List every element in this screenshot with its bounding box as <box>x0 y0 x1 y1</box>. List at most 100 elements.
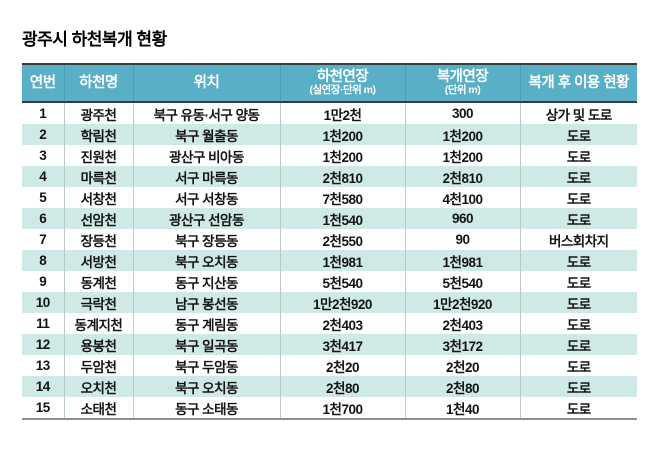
cell-usage: 도로 <box>519 334 637 355</box>
table-row: 14 오치천 북구 오치동 2천80 2천80 도로 <box>22 376 637 397</box>
col-header-stream-name: 하천명 <box>63 64 133 103</box>
cell-stream-length: 1만2천 <box>279 102 405 124</box>
cell-index: 13 <box>22 355 64 376</box>
cell-index: 12 <box>22 334 64 355</box>
col-header-usage-label: 복개 후 이용 현황 <box>528 74 630 91</box>
cell-index: 6 <box>22 208 64 229</box>
infographic-canvas: 광주시 하천복개 현황 연번 하천명 위치 <box>0 30 658 454</box>
cell-stream-length: 1천200 <box>279 145 405 166</box>
cell-location: 광산구 비아동 <box>132 145 280 166</box>
cell-stream-length: 2천810 <box>279 166 405 187</box>
cell-stream-name: 서방천 <box>63 250 133 271</box>
cell-stream-name: 용봉천 <box>63 334 133 355</box>
cell-usage: 도로 <box>519 166 637 187</box>
cell-stream-length: 2천20 <box>279 355 405 376</box>
cell-stream-name: 광주천 <box>63 102 133 124</box>
cell-stream-name: 동계천 <box>63 271 133 292</box>
col-header-index-label: 연번 <box>29 74 56 91</box>
cell-covered-length: 4천100 <box>404 187 520 208</box>
cell-location: 동구 소태동 <box>132 397 280 419</box>
col-header-location-label: 위치 <box>193 74 220 91</box>
cell-usage: 도로 <box>519 313 637 334</box>
page-title: 광주시 하천복개 현황 <box>22 30 167 49</box>
table-row: 9 동계천 동구 지산동 5천540 5천540 도로 <box>22 271 637 292</box>
cell-covered-length: 300 <box>404 102 520 124</box>
table-row: 8 서방천 북구 오치동 1천981 1천981 도로 <box>22 250 637 271</box>
table-row: 12 용봉천 북구 일곡동 3천417 3천172 도로 <box>22 334 637 355</box>
cell-stream-name: 오치천 <box>63 376 133 397</box>
table-row: 5 서창천 서구 서창동 7천580 4천100 도로 <box>22 187 637 208</box>
cell-usage: 도로 <box>519 187 637 208</box>
cell-stream-name: 선암천 <box>63 208 133 229</box>
cell-stream-name: 학림천 <box>63 124 133 145</box>
cell-covered-length: 1천40 <box>404 397 520 419</box>
cell-usage: 도로 <box>519 271 637 292</box>
table-row: 2 학림천 북구 월출동 1천200 1천200 도로 <box>22 124 637 145</box>
stream-cover-table: 연번 하천명 위치 하천연장 (실연장·단위 m) 복개연장 (단위 <box>22 63 637 420</box>
cell-location: 서구 서창동 <box>132 187 280 208</box>
cell-usage: 도로 <box>519 124 637 145</box>
col-header-covered-length-label: 복개연장 <box>436 69 489 85</box>
table-row: 4 마륵천 서구 마륵동 2천810 2천810 도로 <box>22 166 637 187</box>
cell-location: 동구 지산동 <box>132 271 280 292</box>
header-row: 연번 하천명 위치 하천연장 (실연장·단위 m) 복개연장 (단위 <box>22 64 637 103</box>
col-header-covered-length-sublabel: (단위 m) <box>444 84 481 96</box>
cell-index: 9 <box>22 271 64 292</box>
cell-index: 1 <box>22 102 64 124</box>
cell-index: 3 <box>22 145 64 166</box>
table-row: 1 광주천 북구 유동·서구 양동 1만2천 300 상가 및 도로 <box>22 102 637 124</box>
cell-stream-name: 극락천 <box>63 292 133 313</box>
cell-covered-length: 5천540 <box>404 271 520 292</box>
cell-index: 5 <box>22 187 64 208</box>
cell-index: 7 <box>22 229 64 250</box>
cell-location: 북구 장등동 <box>132 229 280 250</box>
cell-stream-name: 서창천 <box>63 187 133 208</box>
cell-stream-name: 진원천 <box>63 145 133 166</box>
cell-covered-length: 2천20 <box>404 355 520 376</box>
table-row: 3 진원천 광산구 비아동 1천200 1천200 도로 <box>22 145 637 166</box>
cell-location: 북구 유동·서구 양동 <box>132 102 280 124</box>
cell-location: 남구 봉선동 <box>132 292 280 313</box>
cell-covered-length: 1천981 <box>404 250 520 271</box>
cell-covered-length: 1만2천920 <box>404 292 520 313</box>
table-row: 10 극락천 남구 봉선동 1만2천920 1만2천920 도로 <box>22 292 637 313</box>
cell-stream-length: 1천700 <box>279 397 405 419</box>
cell-location: 동구 계림동 <box>132 313 280 334</box>
col-header-stream-name-label: 하천명 <box>79 74 118 91</box>
cell-location: 북구 일곡동 <box>132 334 280 355</box>
cell-location: 북구 두암동 <box>132 355 280 376</box>
cell-stream-length: 5천540 <box>279 271 405 292</box>
cell-covered-length: 1천200 <box>404 124 520 145</box>
cell-usage: 도로 <box>519 355 637 376</box>
cell-covered-length: 960 <box>404 208 520 229</box>
cell-usage: 버스회차지 <box>519 229 637 250</box>
cell-stream-name: 마륵천 <box>63 166 133 187</box>
cell-stream-length: 7천580 <box>279 187 405 208</box>
cell-index: 14 <box>22 376 64 397</box>
col-header-stream-length: 하천연장 (실연장·단위 m) <box>279 64 405 103</box>
cell-usage: 도로 <box>519 145 637 166</box>
cell-stream-name: 동계지천 <box>63 313 133 334</box>
cell-stream-length: 2천403 <box>279 313 405 334</box>
cell-index: 11 <box>22 313 64 334</box>
cell-index: 10 <box>22 292 64 313</box>
cell-covered-length: 2천80 <box>404 376 520 397</box>
cell-usage: 도로 <box>519 292 637 313</box>
cell-covered-length: 3천172 <box>404 334 520 355</box>
cell-stream-length: 2천80 <box>279 376 405 397</box>
cell-usage: 도로 <box>519 250 637 271</box>
table-body: 1 광주천 북구 유동·서구 양동 1만2천 300 상가 및 도로 2 학림천 북구 월출동 1… <box>22 102 637 419</box>
cell-stream-length: 1천981 <box>279 250 405 271</box>
cell-usage: 도로 <box>519 208 637 229</box>
col-header-usage: 복개 후 이용 현황 <box>519 64 637 103</box>
cell-index: 15 <box>22 397 64 419</box>
cell-location: 서구 마륵동 <box>132 166 280 187</box>
col-header-index: 연번 <box>22 64 64 103</box>
cell-covered-length: 1천200 <box>404 145 520 166</box>
cell-usage: 도로 <box>519 376 637 397</box>
cell-stream-length: 1만2천920 <box>279 292 405 313</box>
cell-location: 북구 오치동 <box>132 376 280 397</box>
cell-location: 북구 오치동 <box>132 250 280 271</box>
cell-stream-name: 두암천 <box>63 355 133 376</box>
cell-location: 북구 월출동 <box>132 124 280 145</box>
